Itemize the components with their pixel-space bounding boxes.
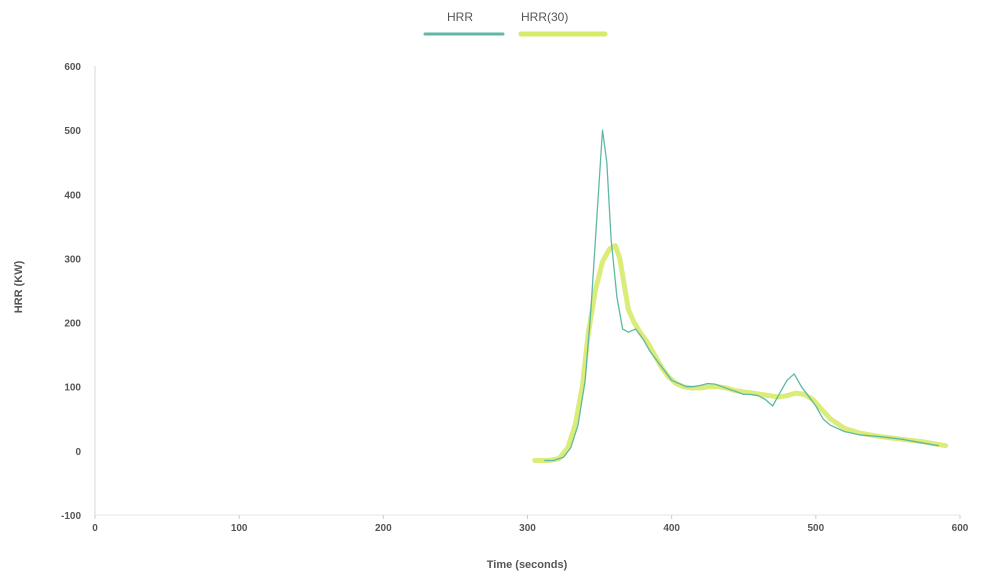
y-tick-label: 600 [64,62,81,73]
y-tick-label: 400 [64,190,81,201]
legend-label-hrr30: HRR(30) [521,10,568,24]
axes: 0 100 200 300 400 500 600 -100 0 100 200 300 400 500 6… [61,62,969,534]
y-tick-label: 100 [64,383,81,394]
y-tick-label: 300 [64,254,81,265]
series-line-hrr [544,129,940,462]
x-tick-label: 500 [807,523,824,534]
series-layer [532,129,949,463]
legend-label-hrr: HRR [447,10,473,24]
y-tick-label: 0 [75,447,81,458]
x-tick-label: 600 [952,523,969,534]
legend: HRR HRR(30) [423,10,608,37]
y-axis-title: HRR (KW) [13,260,25,313]
x-tick-label: 200 [375,523,392,534]
x-axis-title: Time (seconds) [487,559,568,571]
y-tick-label: 500 [64,126,81,137]
x-tick-label: 0 [92,523,98,534]
y-tick-label: -100 [61,511,81,522]
x-tick-label: 100 [231,523,248,534]
series-line-hrr30 [532,243,949,463]
x-tick-label: 400 [663,523,680,534]
y-tick-label: 200 [64,319,81,330]
x-tick-label: 300 [519,523,536,534]
